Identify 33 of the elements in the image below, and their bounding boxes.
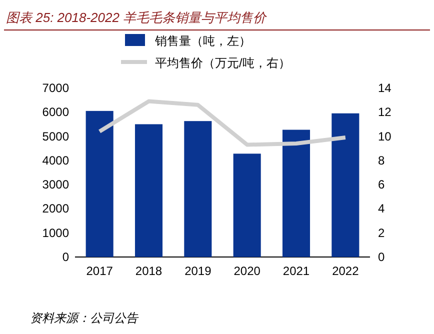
- text: 资料来源：公司公告: [30, 311, 139, 325]
- bar: [282, 130, 310, 257]
- x-tick-label: 2020: [234, 264, 261, 278]
- x-tick-label: 2022: [332, 264, 360, 278]
- chart-title: 图表 25: 2018-2022 羊毛毛条销量与平均售价: [6, 10, 268, 25]
- y-tick-label: 3000: [42, 178, 70, 192]
- legend-label: 销售量（吨，左）: [154, 34, 251, 48]
- y-tick-label: 6000: [42, 105, 70, 120]
- y-tick-label: 7000: [42, 81, 70, 95]
- y-tick-label: 2000: [42, 202, 70, 216]
- y2-tick-label: 6: [378, 178, 385, 192]
- y2-tick-label: 12: [378, 105, 392, 120]
- bar: [134, 124, 163, 257]
- y-tick-label: 1000: [42, 226, 70, 240]
- y2-tick-label: 2: [378, 226, 385, 240]
- bar: [184, 121, 212, 257]
- bar: [233, 154, 261, 257]
- y2-tick-label: 4: [378, 202, 385, 216]
- bar: [332, 113, 360, 257]
- y-tick-label: 5000: [42, 129, 70, 144]
- y2-tick-label: 8: [378, 153, 385, 168]
- legend-label: 平均售价（万元/吨，右）: [155, 56, 290, 70]
- y2-tick-label: 10: [378, 129, 392, 144]
- line-series: [98, 99, 348, 147]
- bar: [86, 110, 114, 257]
- x-tick-label: 2017: [86, 264, 114, 278]
- x-tick-label: 2019: [184, 264, 212, 278]
- x-tick-label: 2021: [282, 264, 310, 278]
- y-tick-label: 4000: [42, 153, 70, 168]
- x-tick-label: 2018: [135, 264, 162, 278]
- y2-tick-label: 14: [378, 81, 392, 95]
- y-tick-label: 0: [62, 250, 70, 264]
- y2-tick-label: 0: [378, 250, 385, 264]
